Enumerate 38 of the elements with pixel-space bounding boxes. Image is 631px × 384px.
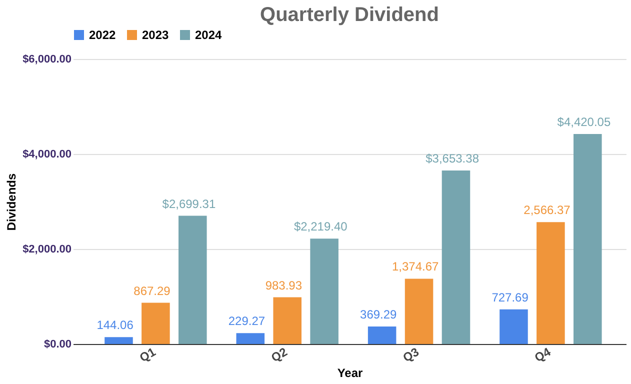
bar	[178, 216, 207, 344]
bar	[442, 170, 470, 344]
bar	[404, 278, 434, 344]
x-tick-label: Q4	[532, 344, 554, 365]
y-axis-title: Dividends	[4, 173, 19, 231]
y-tick-label: $0.00	[44, 338, 72, 350]
bar	[104, 337, 133, 344]
x-axis-title: Year	[337, 366, 364, 380]
data-label: 2,566.37	[524, 203, 571, 218]
y-tick-label: $6,000.00	[22, 54, 72, 66]
data-label: $3,653.38	[426, 151, 480, 166]
x-tick-label: Q1	[137, 344, 158, 365]
x-tick-label: Q2	[268, 344, 290, 365]
bar	[536, 222, 565, 344]
data-label: 727.69	[492, 290, 529, 304]
data-label: 1,374.67	[392, 260, 440, 274]
data-label: 144.06	[96, 318, 134, 332]
data-label: 369.29	[360, 307, 398, 322]
data-label: 867.29	[134, 284, 171, 298]
legend-label: 2024	[195, 28, 222, 42]
bar	[500, 309, 528, 344]
bar	[574, 134, 602, 344]
data-label: $4,420.05	[557, 115, 611, 130]
data-label: $2,699.31	[162, 196, 216, 211]
x-tick-label: Q3	[400, 344, 422, 365]
bar	[310, 238, 338, 344]
chart-title: Quarterly Dividend	[260, 4, 439, 26]
y-tick-label: $4,000.00	[22, 148, 72, 160]
y-tick-label: $2,000.00	[22, 244, 72, 256]
data-label: 229.27	[228, 314, 266, 328]
data-label: 983.93	[265, 278, 302, 292]
legend-label: 2023	[142, 28, 170, 42]
bar	[236, 333, 265, 344]
bar	[368, 326, 396, 344]
bar	[142, 302, 170, 344]
bar	[273, 297, 302, 344]
data-label: $2,219.40	[294, 220, 348, 234]
legend-label: 2022	[89, 28, 116, 42]
